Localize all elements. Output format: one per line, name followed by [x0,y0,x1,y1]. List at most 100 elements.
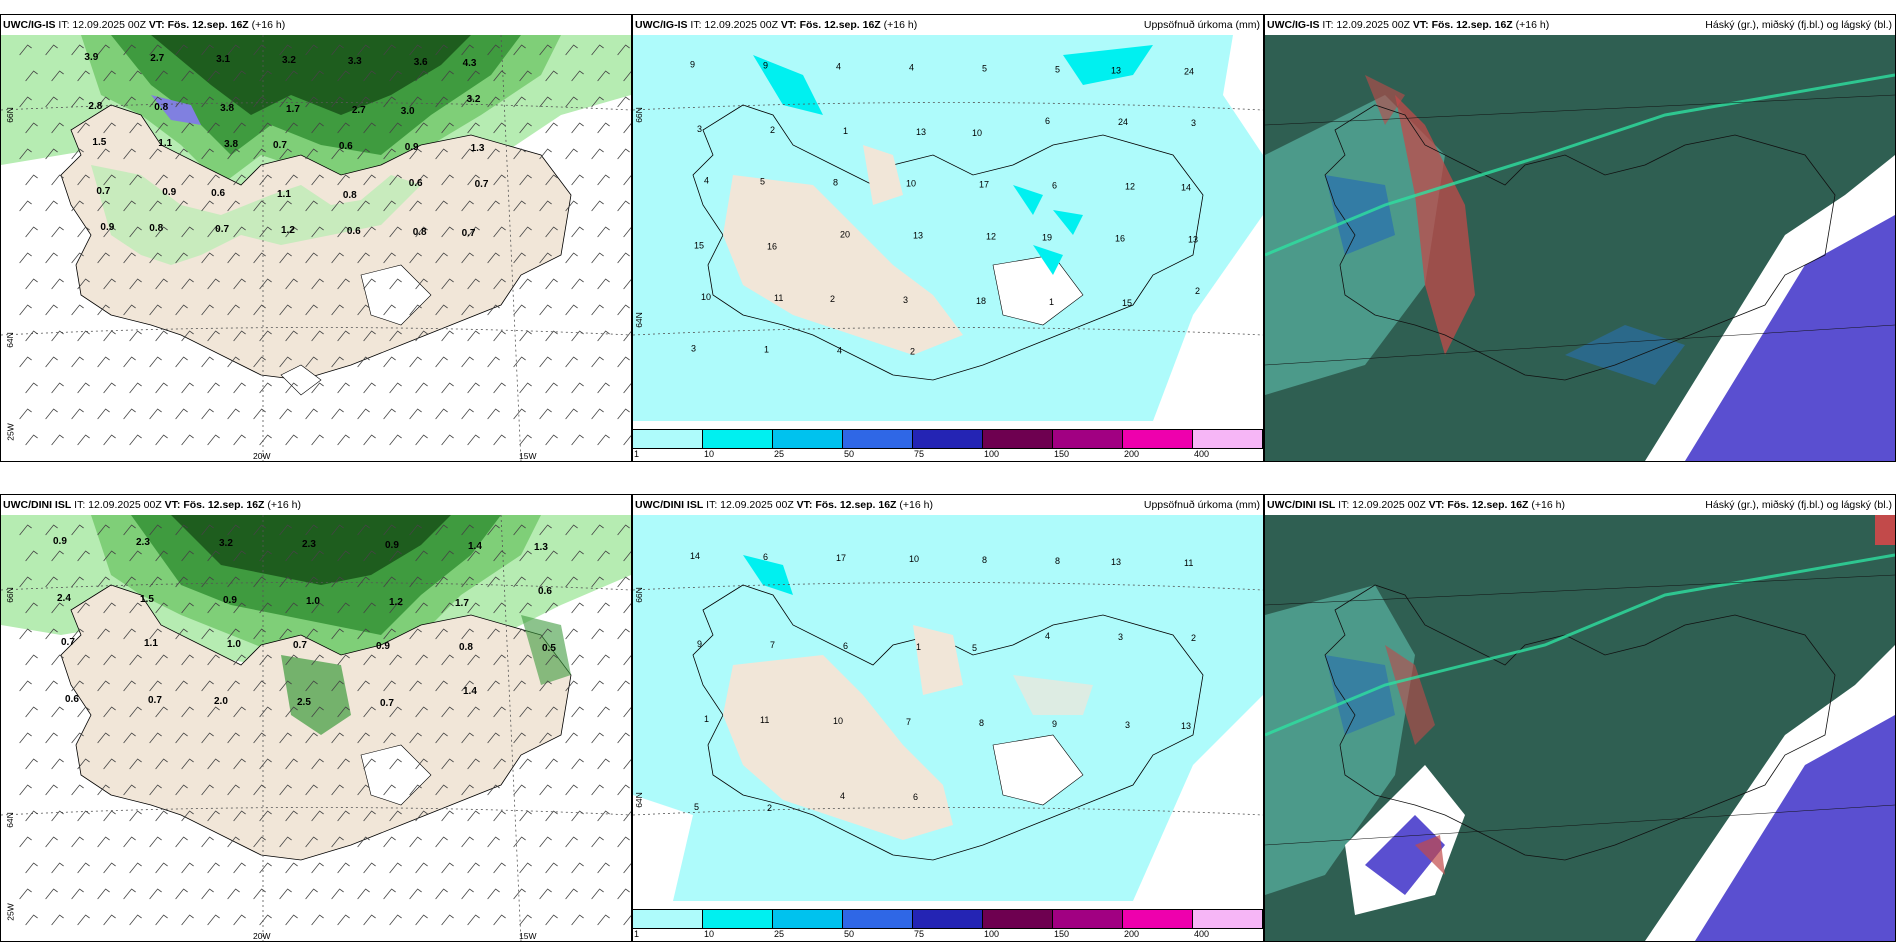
wind-barb [259,70,272,82]
wind-barb [513,784,526,796]
wind-barb [77,330,90,342]
wind-barb [19,96,32,108]
value-label: 3 [697,124,702,134]
wind-barb [539,680,552,692]
wind-barb [155,862,168,874]
wind-barb [51,914,64,926]
colorbar-segment [1053,910,1123,928]
wind-barb [207,706,220,718]
wind-barb [363,914,376,926]
wind-barb [129,862,142,874]
wind-barb [51,862,64,874]
wind-barb [539,732,552,744]
wind-barb [545,70,558,82]
value-label: 1.0 [306,596,320,607]
wind-barb [123,784,136,796]
wind-barb [617,836,630,848]
wind-barb [597,278,610,290]
wind-barb [123,408,136,420]
wind-barb [129,602,142,614]
colorbar-segment [1123,430,1193,448]
wind-barb [233,758,246,770]
wind-barb [51,330,64,342]
wind-barb [25,330,38,342]
value-label: 2.7 [352,105,366,116]
wind-barb [337,226,350,238]
wind-barb [227,784,240,796]
map-dini-precip[interactable]: 14 6 17 10 8 8 13 11 9 7 6 1 5 4 3 2 1 11 10 7 8 9 3 13 5 2 4 6 [633,515,1263,901]
map-dini-wind[interactable]: 0.9 2.3 3.2 2.3 0.9 1.4 1.3 2.4 1.5 0.9 1.0 1.2 1.7 0… [1,514,631,941]
value-label: 0.8 [149,223,163,234]
wind-barb [383,888,396,900]
wind-barb [539,576,552,588]
wind-barb [519,602,532,614]
value-label: 10 [833,716,843,726]
map-ig-cloud[interactable] [1265,35,1895,461]
wind-barb [493,914,506,926]
map-dini-cloud[interactable] [1265,515,1895,941]
wind-barb [149,524,162,536]
value-label: 5 [760,177,765,187]
valid-time-label: VT: [148,19,165,31]
wind-barb [383,836,396,848]
map-ig-precip[interactable]: 9 9 4 4 5 5 13 24 3 2 1 13 10 6 24 3 4 5 8 10 17 6 12 14 15 16 20 1… [633,35,1263,421]
wind-barb [415,330,428,342]
lat-label-66n: 66N [633,107,644,123]
value-label: 1.7 [455,598,469,609]
wind-barb [123,252,136,264]
wind-barb [19,148,32,160]
wind-barb [233,278,246,290]
wind-barb [155,654,168,666]
model-name: UWC/DINI ISL [635,499,704,511]
wind-barb [103,278,116,290]
wind-barb [77,862,90,874]
wind-barb [77,278,90,290]
wind-barb [71,304,84,316]
wind-barb [591,200,604,212]
wind-barb [539,408,552,420]
wind-barb [155,382,168,394]
wind-barb [545,226,558,238]
wind-barb [305,304,318,316]
wind-barb [467,122,480,134]
value-label: 19 [1042,232,1052,242]
wind-barb [617,524,630,536]
wind-barb [357,304,370,316]
wind-barb [623,655,631,666]
wind-barb [175,784,188,796]
value-label: 1.4 [463,686,477,697]
wind-barb [545,382,558,394]
value-label: 2 [770,125,775,135]
wind-barb [129,226,142,238]
lon-label-15w: 15W [519,451,537,461]
value-label: 4 [837,346,842,356]
wind-barb [441,758,454,770]
value-label: 0.7 [380,698,394,709]
wind-barb [51,602,64,614]
wind-barb [207,382,220,394]
wind-barb [571,122,584,134]
map-ig-wind[interactable]: 3.9 2.7 3.1 3.2 3.3 3.6 4.3 2.8 0.8 3.8 1.7 2.7 3.0 3… [1,34,631,461]
wind-barb [155,914,168,926]
wind-barb [487,680,500,692]
wind-barb [123,96,136,108]
wind-barb [77,122,90,134]
value-label: 11 [774,293,783,303]
wind-barb [311,330,324,342]
wind-barb [467,706,480,718]
wind-barb [233,70,246,82]
wind-barb [19,680,32,692]
wind-barb [331,44,344,56]
wind-barb [545,758,558,770]
wind-barb [103,122,116,134]
wind-barb [565,252,578,264]
wind-barb [285,382,298,394]
colorbar-segment [1193,430,1263,448]
wind-barb [597,434,610,446]
colorbar-tick-label: 200 [1124,929,1140,939]
wind-barb [363,602,376,614]
wind-barb [149,200,162,212]
wind-barb [175,732,188,744]
wind-barb [19,408,32,420]
wind-barb [253,148,266,160]
